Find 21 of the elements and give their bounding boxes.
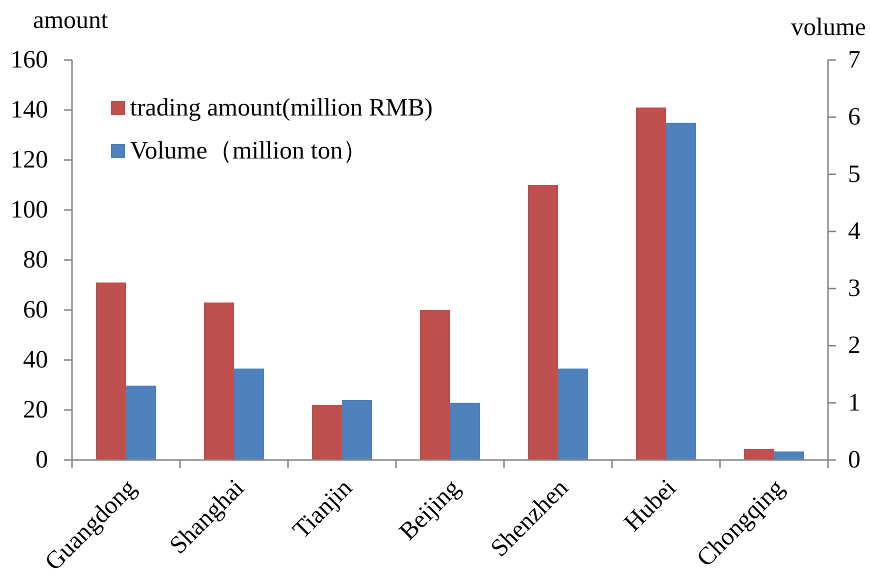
y-tick-label: 40 [23,346,48,374]
y2-axis-title: volume [791,14,866,41]
y-tick-label: 80 [23,246,48,274]
y2-tick-label: 4 [848,218,861,245]
y-tick-label: 100 [10,196,48,224]
y2-tick-label: 1 [848,389,860,416]
y-tick-label: 20 [23,396,48,424]
legend-label: trading amount(million RMB) [130,94,433,122]
y2-tick-label: 6 [848,104,860,131]
y2-tick-label: 2 [848,332,860,360]
y2-tick-label: 7 [848,46,860,74]
legend-label: Volume（million ton） [130,138,368,164]
y2-tick-label: 5 [848,160,860,188]
y-axis-title: amount [33,7,108,34]
y-tick-label: 0 [36,446,48,474]
y-tick-label: 140 [10,96,48,124]
y-tick-label: 60 [23,296,48,324]
y2-tick-label: 3 [848,275,860,302]
y-tick-label: 160 [10,46,48,74]
y-tick-label: 120 [10,146,48,174]
y2-tick-label: 0 [848,446,860,474]
